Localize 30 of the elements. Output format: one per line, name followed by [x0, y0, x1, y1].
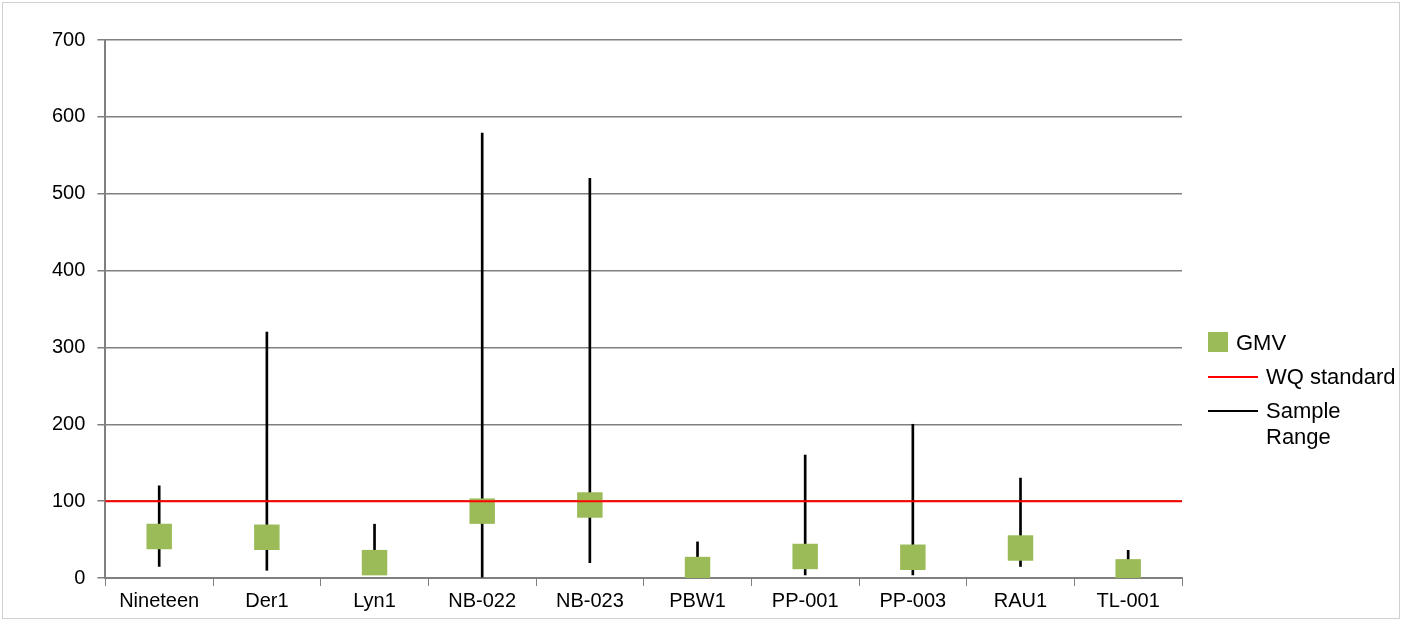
point [900, 544, 926, 570]
x-tick-label: Lyn1 [353, 588, 396, 611]
x-tick-label: TL-001 [1096, 588, 1160, 611]
y-tick-label: 500 [51, 181, 86, 204]
x-tick-label: PBW1 [669, 588, 726, 611]
point [146, 523, 172, 550]
y-tick-label: 200 [51, 411, 86, 434]
x-tick-label: NB-023 [555, 588, 624, 611]
point [792, 543, 818, 570]
y-tick-label: 0 [74, 565, 86, 588]
x-tick-label: PP-003 [879, 588, 947, 611]
y-tick-label: 100 [51, 488, 86, 511]
point [254, 524, 280, 550]
y-tick-label: 700 [51, 27, 86, 50]
x-tick-label: Nineteen [119, 588, 200, 611]
x-tick-label: Der1 [245, 588, 289, 611]
y-tick-label: 400 [51, 258, 86, 281]
point [1007, 535, 1034, 561]
y-tick-label: 600 [51, 104, 86, 127]
x-tick-label: RAU1 [993, 588, 1048, 611]
legend-label: WQ standard [1266, 364, 1396, 390]
x-tick-label: PP-001 [771, 588, 839, 611]
point [361, 549, 388, 576]
legend-label: Sample Range [1266, 398, 1342, 450]
point [577, 492, 603, 518]
x-tick-label: NB-022 [448, 588, 517, 611]
y-tick-label: 300 [51, 334, 86, 357]
point [469, 498, 495, 524]
bar [480, 132, 484, 578]
legend-label: GMV [1236, 330, 1287, 356]
